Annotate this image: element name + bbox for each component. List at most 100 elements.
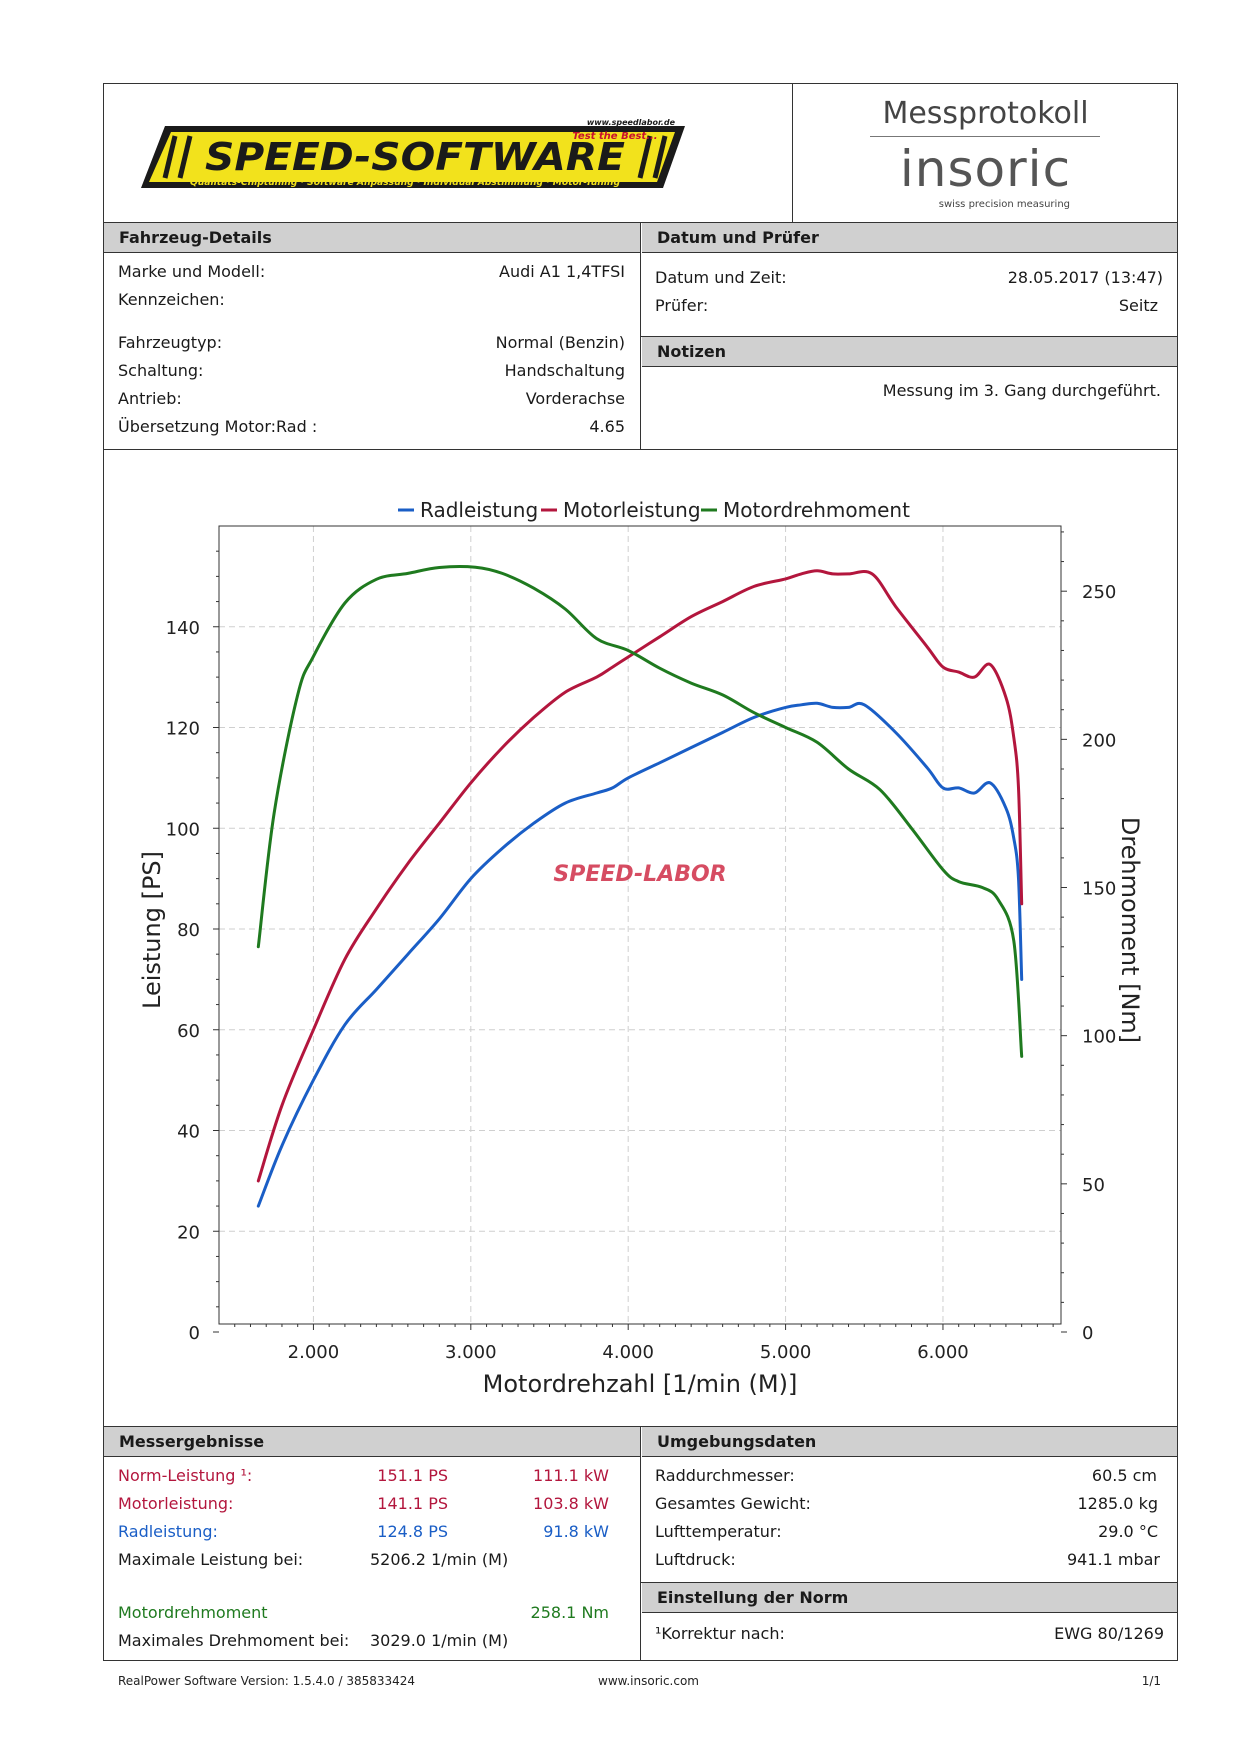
norm-correction-label: ¹Korrektur nach: <box>655 1624 785 1643</box>
page-number: 1/1 <box>1141 1674 1161 1688</box>
logo-brand-text: SPEED-SOFTWARE <box>205 135 625 179</box>
vehicle-value: Vorderachse <box>525 389 625 408</box>
norm-power-label: Norm-Leistung ¹: <box>118 1466 253 1485</box>
speed-software-logo: SPEED-SOFTWARE www.speedlabor.de Test th… <box>135 118 695 196</box>
y-tick-label: 140 <box>166 618 200 639</box>
norm-top-line <box>641 1582 1178 1583</box>
norm-power-ps: 151.1 PS <box>377 1466 448 1485</box>
plot-area-border <box>218 525 1062 1325</box>
wheel-power-ps: 124.8 PS <box>377 1522 448 1541</box>
norm-section-title: Einstellung der Norm <box>642 1583 1177 1613</box>
y-tick-label: 100 <box>166 819 200 840</box>
env-label: Gesamtes Gewicht: <box>655 1494 811 1513</box>
examiner-value: Seitz <box>1118 296 1158 315</box>
env-value: 60.5 cm <box>1091 1466 1157 1485</box>
y2-tick-label: 200 <box>1082 730 1116 751</box>
legend-label: Motordrehmoment <box>723 498 910 522</box>
series-line-motorleistung <box>256 569 1024 1183</box>
notes-section-title: Notizen <box>642 337 1177 367</box>
logo-tagline: Test the Best... <box>572 131 657 142</box>
env-label: Luftdruck: <box>655 1550 736 1569</box>
vehicle-value: Audi A1 1,4TFSI <box>499 262 625 281</box>
y-tick-label: 20 <box>177 1222 200 1243</box>
notes-text: Messung im 3. Gang durchgeführt. <box>882 381 1161 400</box>
legend-label: Radleistung <box>420 498 538 522</box>
motor-power-label: Motorleistung: <box>118 1494 234 1513</box>
norm-correction-value: EWG 80/1269 <box>1054 1624 1164 1643</box>
vehicle-value: 4.65 <box>589 417 625 436</box>
notes-top-line <box>641 336 1178 337</box>
date-value: 28.05.2017 (13:47) <box>1007 268 1163 287</box>
motor-power-ps: 141.1 PS <box>377 1494 448 1513</box>
insoric-brand: insoric <box>899 140 1072 198</box>
footer-url[interactable]: www.insoric.com <box>598 1674 699 1688</box>
y2-tick-label: 50 <box>1082 1175 1105 1196</box>
series-line-radleistung <box>256 701 1024 1208</box>
x-tick-label: 4.000 <box>602 1342 654 1363</box>
header-bottom-line <box>103 222 1178 223</box>
doc-title: Messprotokoll <box>882 96 1089 131</box>
environment-section-title: Umgebungsdaten <box>642 1427 1177 1457</box>
y2-tick-label: 250 <box>1082 582 1116 603</box>
vehicle-label: Übersetzung Motor:Rad : <box>118 417 318 436</box>
legend: Radleistung Motorleistung Motordrehmoment <box>398 498 910 522</box>
vehicle-label: Kennzeichen: <box>118 290 225 309</box>
max-torque-rpm-label: Maximales Drehmoment bei: <box>118 1631 350 1650</box>
legend-label: Motorleistung <box>563 498 701 522</box>
results-section-title: Messergebnisse <box>104 1427 640 1457</box>
software-version: RealPower Software Version: 1.5.4.0 / 38… <box>118 1674 416 1688</box>
motor-power-kw: 103.8 kW <box>533 1494 609 1513</box>
logo-top-text: www.speedlabor.de <box>587 118 676 127</box>
env-value: 941.1 mbar <box>1066 1550 1160 1569</box>
date-section-title: Datum und Prüfer <box>642 223 1177 253</box>
x-tick-label: 2.000 <box>288 1342 340 1363</box>
y-tick-label: 120 <box>166 719 200 740</box>
y2-tick-label: 0 <box>1082 1323 1093 1344</box>
torque-value: 258.1 Nm <box>530 1603 609 1622</box>
max-power-rpm-label: Maximale Leistung bei: <box>118 1550 304 1569</box>
y-tick-label: 60 <box>177 1021 200 1042</box>
y-tick-label: 40 <box>177 1122 200 1143</box>
y-tick-label: 0 <box>189 1323 200 1344</box>
vehicle-value: Handschaltung <box>504 361 625 380</box>
x-axis-label: Motordrehzahl [1/min (M)] <box>483 1370 798 1398</box>
norm-power-kw: 111.1 kW <box>533 1466 609 1485</box>
examiner-label: Prüfer: <box>655 296 709 315</box>
env-value: 29.0 °C <box>1098 1522 1158 1541</box>
vehicle-value: Normal (Benzin) <box>495 333 625 352</box>
wheel-power-kw: 91.8 kW <box>543 1522 609 1541</box>
date-label: Datum und Zeit: <box>655 268 787 287</box>
grid-layer <box>219 526 1061 1324</box>
watermark-text: SPEED-LABOR <box>553 862 726 887</box>
vehicle-label: Marke und Modell: <box>118 262 266 281</box>
vehicle-label: Antrieb: <box>118 389 182 408</box>
header-divider <box>792 83 793 223</box>
watermark: SPEED-LABOR <box>553 862 726 887</box>
torque-label: Motordrehmoment <box>118 1603 268 1622</box>
wheel-power-label: Radleistung: <box>118 1522 218 1541</box>
y2-tick-label: 150 <box>1082 879 1116 900</box>
x-tick-label: 6.000 <box>917 1342 969 1363</box>
info-divider <box>640 223 641 450</box>
max-torque-rpm-value: 3029.0 1/min (M) <box>370 1631 509 1650</box>
dyno-chart: 2.000 3.000 4.000 5.000 6.000 0 20 40 60 80 100 120… <box>138 498 1144 1398</box>
logo-subline: Qualitäts-Chiptuning · Software Anpassun… <box>190 178 621 188</box>
max-power-rpm-value: 5206.2 1/min (M) <box>370 1550 509 1569</box>
vehicle-label: Fahrzeugtyp: <box>118 333 223 352</box>
y-axis-label: Leistung [PS] <box>138 851 166 1009</box>
env-label: Raddurchmesser: <box>655 1466 795 1485</box>
series-line-motordrehmoment <box>256 565 1024 1058</box>
vehicle-section-title: Fahrzeug-Details <box>104 223 640 253</box>
y-tick-label: 80 <box>177 920 200 941</box>
info-bottom-line <box>103 449 1178 450</box>
vehicle-label: Schaltung: <box>118 361 204 380</box>
results-divider <box>640 1427 641 1661</box>
title-underline <box>870 136 1100 137</box>
y2-axis-label: Drehmoment [Nm] <box>1116 817 1144 1043</box>
x-tick-label: 3.000 <box>445 1342 497 1363</box>
env-label: Lufttemperatur: <box>655 1522 782 1541</box>
chart-bottom-line <box>103 1426 1178 1427</box>
insoric-logo: insoric <box>793 140 1178 198</box>
insoric-subline: swiss precision measuring <box>938 199 1070 210</box>
y2-tick-label: 100 <box>1082 1027 1116 1048</box>
